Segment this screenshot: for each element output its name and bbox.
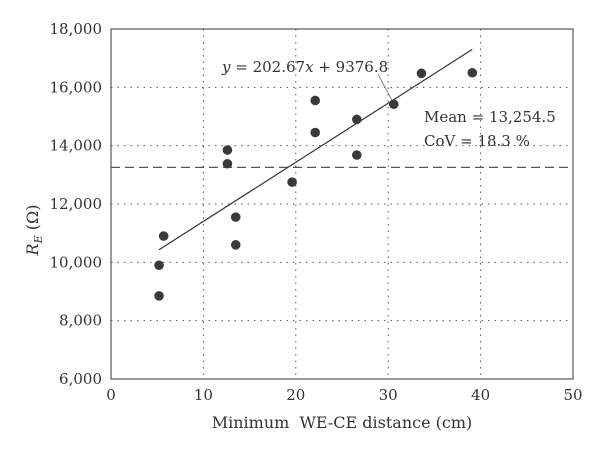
data-point	[154, 260, 164, 271]
x-tick-label: 30	[379, 386, 398, 404]
data-point	[351, 114, 362, 125]
x-tick-label: 10	[194, 386, 213, 404]
data-point	[388, 99, 399, 110]
equation-slope: = 202.67	[230, 58, 305, 76]
y-tick-label: 6,000	[59, 370, 102, 388]
equation-x-var: x	[305, 58, 314, 76]
trend-line	[158, 48, 473, 251]
data-points	[154, 67, 478, 301]
equation-leader-line	[377, 73, 395, 104]
data-point	[158, 231, 169, 241]
y-tick-label: 8,000	[59, 312, 102, 330]
data-point	[222, 145, 233, 155]
data-point	[416, 68, 427, 79]
y-axis-symbol: R	[23, 243, 42, 256]
plot-area-frame	[110, 28, 574, 380]
equation-y-var: y	[221, 58, 231, 76]
x-tick-label: 40	[471, 386, 490, 404]
y-axis-unit: (Ω)	[23, 205, 42, 236]
data-point	[230, 240, 241, 250]
x-tick-labels: 0 10 20 30 40 50	[106, 386, 582, 404]
y-tick-label: 16,000	[50, 78, 103, 96]
y-tick-label: 12,000	[50, 195, 103, 213]
y-axis-subscript: E	[32, 235, 45, 244]
x-tick-label: 50	[563, 386, 582, 404]
data-point	[230, 212, 241, 222]
y-axis-label: RE (Ω)	[23, 205, 45, 257]
x-tick-label: 20	[286, 386, 305, 404]
grid-lines	[111, 29, 573, 379]
equation-intercept: + 9376.8	[314, 58, 389, 76]
data-point	[467, 67, 478, 78]
data-point	[310, 95, 321, 106]
y-tick-labels: 6,000 8,000 10,000 12,000 14,000 16,000 18,000	[50, 20, 103, 388]
mean-label: Mean = 13,254.5	[424, 108, 556, 126]
data-point	[310, 127, 321, 138]
trendline-equation: y = 202.67x + 9376.8	[221, 58, 388, 76]
cov-label: CoV = 18.3 %	[424, 132, 530, 150]
y-tick-label: 14,000	[50, 137, 103, 155]
x-tick-label: 0	[106, 386, 116, 404]
data-point	[222, 158, 233, 169]
data-point	[154, 291, 164, 301]
x-axis-label: Minimum WE-CE distance (cm)	[212, 413, 473, 432]
y-tick-label: 18,000	[50, 20, 103, 38]
y-tick-label: 10,000	[50, 253, 103, 271]
data-point	[287, 177, 297, 187]
data-point	[351, 150, 362, 160]
